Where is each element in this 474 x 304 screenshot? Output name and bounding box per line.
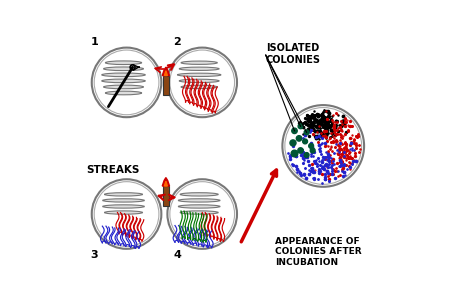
Text: 4: 4 — [173, 250, 182, 260]
Ellipse shape — [103, 205, 145, 208]
Ellipse shape — [181, 85, 218, 88]
Ellipse shape — [105, 61, 142, 64]
Ellipse shape — [177, 73, 221, 77]
Circle shape — [303, 139, 308, 144]
Circle shape — [283, 105, 364, 187]
Ellipse shape — [104, 193, 143, 196]
Bar — [163, 186, 169, 206]
Text: 3: 3 — [90, 250, 98, 260]
Ellipse shape — [102, 73, 146, 77]
Polygon shape — [164, 71, 167, 76]
Ellipse shape — [102, 79, 146, 83]
Circle shape — [304, 153, 309, 157]
Circle shape — [296, 136, 302, 141]
Ellipse shape — [181, 61, 218, 64]
Circle shape — [291, 150, 298, 157]
Ellipse shape — [103, 67, 144, 71]
Circle shape — [92, 48, 161, 117]
Circle shape — [309, 143, 314, 148]
Circle shape — [167, 179, 237, 249]
Ellipse shape — [180, 193, 218, 196]
Ellipse shape — [179, 67, 219, 71]
Circle shape — [167, 48, 237, 117]
Text: APPEARANCE OF
COLONIES AFTER
INCUBATION: APPEARANCE OF COLONIES AFTER INCUBATION — [275, 237, 362, 267]
Ellipse shape — [179, 79, 219, 83]
Circle shape — [292, 128, 297, 133]
Ellipse shape — [180, 211, 218, 214]
Ellipse shape — [103, 85, 144, 89]
Circle shape — [92, 179, 161, 249]
Ellipse shape — [104, 211, 143, 214]
Polygon shape — [162, 67, 170, 76]
Circle shape — [290, 140, 296, 146]
Polygon shape — [164, 181, 167, 186]
Ellipse shape — [178, 205, 220, 208]
Circle shape — [304, 130, 309, 135]
Ellipse shape — [178, 199, 220, 202]
Ellipse shape — [103, 199, 145, 202]
Text: ISOLATED
COLONIES: ISOLATED COLONIES — [266, 43, 321, 65]
Circle shape — [298, 148, 303, 153]
Polygon shape — [162, 178, 170, 186]
Circle shape — [298, 124, 303, 129]
Text: 1: 1 — [90, 36, 98, 47]
Circle shape — [310, 148, 315, 153]
Text: 2: 2 — [173, 36, 181, 47]
Bar — [163, 76, 169, 95]
Text: STREAKS: STREAKS — [87, 165, 140, 175]
Ellipse shape — [105, 91, 142, 95]
